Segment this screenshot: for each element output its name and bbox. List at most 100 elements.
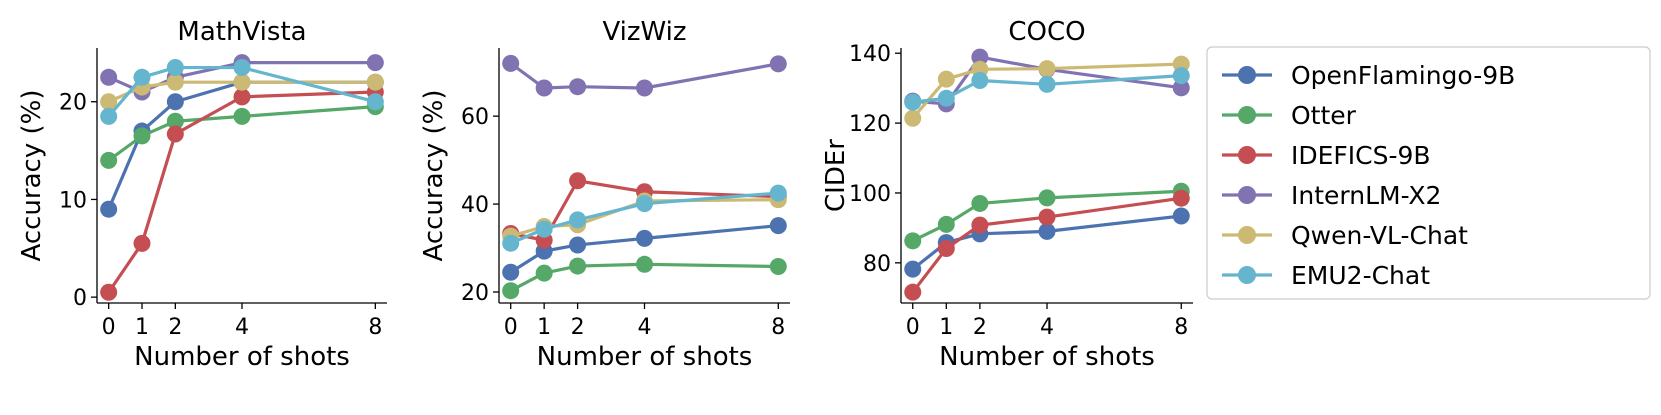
data-point	[233, 73, 251, 91]
data-point	[1038, 189, 1056, 207]
x-tick-label: 1	[135, 315, 149, 340]
data-point	[166, 112, 184, 130]
y-tick-label: 140	[849, 42, 891, 67]
data-point	[937, 215, 955, 233]
data-point	[502, 54, 520, 72]
panel-title: COCO	[1008, 17, 1085, 47]
data-point	[971, 48, 989, 66]
x-axis-title: Number of shots	[537, 342, 753, 372]
data-point	[1038, 75, 1056, 93]
data-point	[904, 283, 922, 301]
data-point	[1172, 67, 1190, 85]
y-tick-label: 100	[849, 182, 891, 207]
x-tick-label: 8	[771, 315, 785, 340]
data-point	[971, 194, 989, 212]
legend-label: IDEFICS-9B	[1291, 141, 1431, 170]
legend-marker	[1238, 146, 1256, 164]
legend-marker	[1238, 66, 1256, 84]
data-point	[636, 255, 653, 273]
data-point	[769, 217, 787, 235]
data-point	[100, 93, 118, 111]
x-tick-label: 0	[102, 315, 116, 340]
data-point	[937, 240, 955, 258]
data-point	[100, 151, 118, 169]
y-axis-title: Accuracy (%)	[17, 90, 47, 262]
data-point	[133, 234, 151, 252]
data-point	[769, 184, 787, 202]
data-point	[904, 109, 922, 127]
y-tick-label: 120	[849, 112, 891, 137]
data-point	[100, 200, 118, 218]
data-point	[937, 70, 955, 88]
data-point	[971, 71, 989, 89]
data-point	[166, 125, 184, 143]
data-point	[937, 89, 955, 107]
data-point	[366, 93, 384, 111]
x-tick-label: 1	[537, 315, 551, 340]
data-point	[502, 263, 520, 281]
legend-label: OpenFlamingo-9B	[1291, 61, 1515, 90]
data-point	[1038, 222, 1056, 240]
legend-label: InternLM-X2	[1291, 181, 1441, 210]
y-axis-title: Accuracy (%)	[419, 90, 449, 262]
y-tick-label: 10	[59, 188, 87, 213]
data-point	[502, 282, 520, 300]
data-point	[636, 229, 653, 247]
x-tick-label: 2	[571, 315, 585, 340]
x-tick-label: 4	[638, 315, 652, 340]
x-tick-label: 0	[504, 315, 518, 340]
data-point	[769, 258, 787, 276]
y-tick-label: 60	[461, 105, 489, 130]
data-point	[100, 107, 118, 125]
data-point	[904, 93, 922, 111]
data-point	[535, 220, 553, 238]
legend-marker	[1238, 266, 1256, 284]
y-tick-label: 20	[461, 281, 489, 306]
data-point	[1172, 207, 1190, 225]
data-point	[636, 79, 653, 97]
data-point	[569, 236, 587, 254]
data-point	[904, 260, 922, 278]
legend-box	[1206, 46, 1651, 300]
data-point	[133, 68, 151, 86]
x-tick-label: 0	[906, 315, 920, 340]
panel-title: VizWiz	[602, 17, 686, 47]
legend-label: EMU2-Chat	[1291, 261, 1430, 290]
legend-label: Qwen-VL-Chat	[1291, 221, 1468, 250]
data-point	[233, 88, 251, 106]
panel-vizwiz: 0 1 2 4 8 20 40 60 VizWiz Number of shots Accuracy…	[419, 17, 790, 372]
data-point	[636, 195, 653, 213]
data-point	[1038, 208, 1056, 226]
y-tick-label: 0	[73, 286, 87, 311]
y-tick-label: 80	[863, 252, 891, 277]
x-tick-label: 8	[368, 315, 382, 340]
data-point	[1038, 60, 1056, 78]
data-point	[100, 68, 118, 86]
x-tick-label: 4	[235, 315, 249, 340]
data-point	[569, 172, 587, 190]
y-axis-title: CIDEr	[821, 139, 851, 212]
data-point	[971, 216, 989, 234]
legend: OpenFlamingo-9B Otter IDEFICS-9B InternLM-X…	[1206, 46, 1651, 300]
data-point	[569, 211, 587, 229]
y-tick-label: 40	[461, 193, 489, 218]
legend-marker	[1238, 226, 1256, 244]
x-axis-title: Number of shots	[939, 342, 1155, 372]
data-point	[535, 79, 553, 97]
x-tick-label: 2	[973, 315, 987, 340]
data-point	[166, 59, 184, 77]
data-point	[100, 283, 118, 301]
data-point	[166, 73, 184, 91]
data-point	[502, 234, 520, 252]
x-tick-label: 2	[168, 315, 182, 340]
data-point	[769, 55, 787, 73]
data-point	[233, 107, 251, 125]
data-point	[569, 78, 587, 96]
legend-marker	[1238, 186, 1256, 204]
data-point	[366, 54, 384, 72]
x-tick-label: 4	[1040, 315, 1054, 340]
data-point	[904, 232, 922, 250]
data-point	[1172, 189, 1190, 207]
